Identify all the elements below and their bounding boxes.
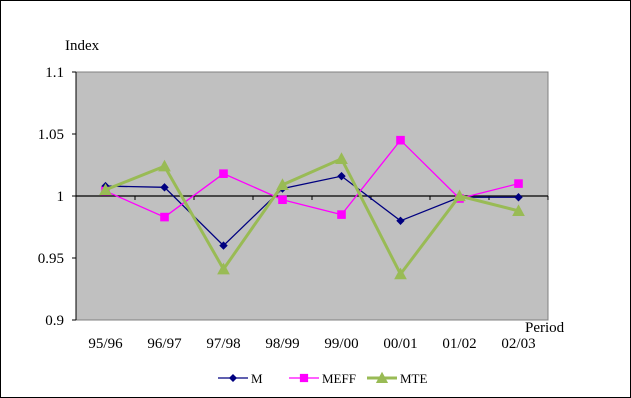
legend-item-meff: MEFF [289, 371, 356, 386]
y-tick-label: 0.9 [45, 313, 64, 329]
y-tick-label: 1.05 [38, 127, 64, 143]
legend-item-mte: MTE [367, 371, 428, 386]
data-point-meff [278, 195, 287, 205]
data-point-m [219, 241, 228, 250]
y-tick-label: 0.95 [38, 251, 64, 267]
data-point-meff [337, 210, 346, 219]
x-tick-label: 99/00 [324, 336, 358, 352]
x-axis-title: Period [525, 320, 565, 336]
series-mte [99, 152, 525, 280]
legend-label-m: M [251, 371, 263, 386]
data-point-m [514, 193, 523, 202]
data-point-mte [512, 204, 525, 217]
series-line-meff [105, 139, 519, 218]
x-tick-label: 96/97 [147, 336, 182, 352]
data-point-mte [453, 189, 466, 202]
x-tick-label: 95/96 [88, 336, 123, 352]
data-point-mte [394, 267, 407, 280]
data-point-meff [396, 135, 405, 145]
legend-marker-mte [375, 371, 389, 383]
data-point-mte [276, 178, 289, 191]
x-tick-label: 98/99 [265, 336, 299, 352]
series-m [101, 171, 523, 250]
data-point-mte [158, 159, 171, 172]
x-tick-label: 97/98 [206, 336, 240, 352]
legend-item-m: M [218, 371, 263, 386]
data-point-meff [219, 169, 228, 178]
x-tick-label: 00/01 [383, 336, 417, 352]
data-point-mte [217, 262, 230, 275]
data-point-m [396, 216, 405, 226]
data-point-meff [160, 212, 169, 222]
legend-label-mte: MTE [400, 371, 428, 386]
data-point-meff [514, 179, 523, 188]
x-tick-label: 02/03 [501, 336, 535, 352]
data-point-m [160, 183, 169, 192]
series-line-mte [104, 156, 519, 277]
data-point-m [337, 171, 346, 181]
y-tick-label: 1 [57, 189, 65, 205]
x-tick-label: 01/02 [442, 336, 476, 352]
legend-label-meff: MEFF [322, 371, 356, 386]
y-tick-label: 1.1 [45, 65, 64, 81]
legend-marker-meff [299, 373, 309, 383]
series-line-m [105, 175, 519, 247]
data-point-mte [335, 152, 348, 164]
legend-marker-m [228, 373, 238, 383]
data-point-mte [99, 183, 112, 195]
y-axis-title: Index [65, 38, 100, 54]
